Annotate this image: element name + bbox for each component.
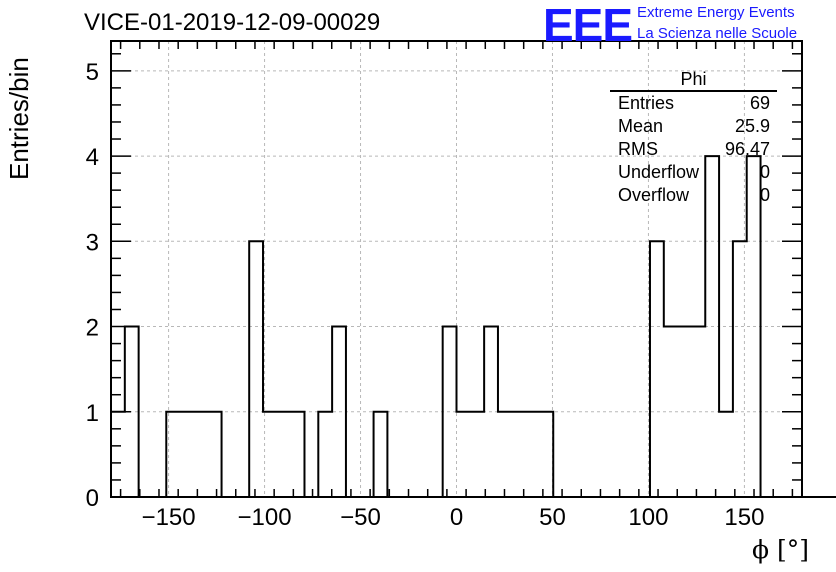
stats-value: 25.9: [734, 116, 770, 136]
y-tick-label: 1: [86, 400, 99, 427]
stats-title: Phi: [680, 69, 707, 89]
logo-subtitle-line2: La Scienza nelle Scuole: [637, 25, 798, 42]
stats-row-underflow: Underflow 0: [618, 162, 770, 184]
y-tick-label: 2: [86, 315, 99, 342]
stats-key: Overflow: [618, 185, 690, 205]
x-tick-label: 100: [628, 504, 668, 531]
eee-logo: EEE: [543, 0, 633, 51]
x-tick-label: 150: [724, 504, 764, 531]
tick-labels: −150 −100 −50 0 50 100 150 0 1 2 3 4 5: [86, 59, 765, 531]
stats-value: 96.47: [724, 139, 770, 159]
logo-subtitle-line1: Extreme Energy Events: [637, 4, 795, 21]
stats-key: Underflow: [618, 162, 700, 182]
stats-row-overflow: Overflow 0: [618, 185, 770, 207]
x-tick-label: 0: [450, 504, 463, 531]
y-tick-label: 0: [86, 485, 99, 512]
stats-value: 69: [749, 93, 770, 113]
stats-row-rms: RMS 96.47: [618, 139, 770, 161]
stats-box: Phi Entries 69 Mean 25.9 RMS 96.47 Under…: [610, 68, 777, 210]
stats-row-mean: Mean 25.9: [618, 116, 770, 138]
stats-key: Mean: [618, 116, 664, 136]
plot-frame: [110, 40, 803, 498]
stats-divider: [610, 90, 777, 92]
stats-value: 0: [759, 162, 770, 182]
x-tick-label: 50: [539, 504, 566, 531]
stats-row-entries: Entries 69: [618, 93, 770, 115]
y-axis-label: Entries/bin: [4, 57, 34, 180]
x-tick-label: −50: [340, 504, 381, 531]
x-axis-label: ϕ [°]: [752, 535, 809, 564]
stats-key: RMS: [618, 139, 658, 159]
y-tick-label: 4: [86, 144, 99, 171]
x-tick-label: −150: [142, 504, 196, 531]
axis-ticks: [111, 41, 802, 498]
stats-value: 0: [759, 185, 770, 205]
y-tick-label: 5: [86, 59, 99, 86]
y-tick-label: 3: [86, 229, 99, 256]
chart-title: VICE-01-2019-12-09-00029: [84, 9, 381, 36]
stats-key: Entries: [618, 93, 675, 113]
x-tick-label: −100: [238, 504, 292, 531]
